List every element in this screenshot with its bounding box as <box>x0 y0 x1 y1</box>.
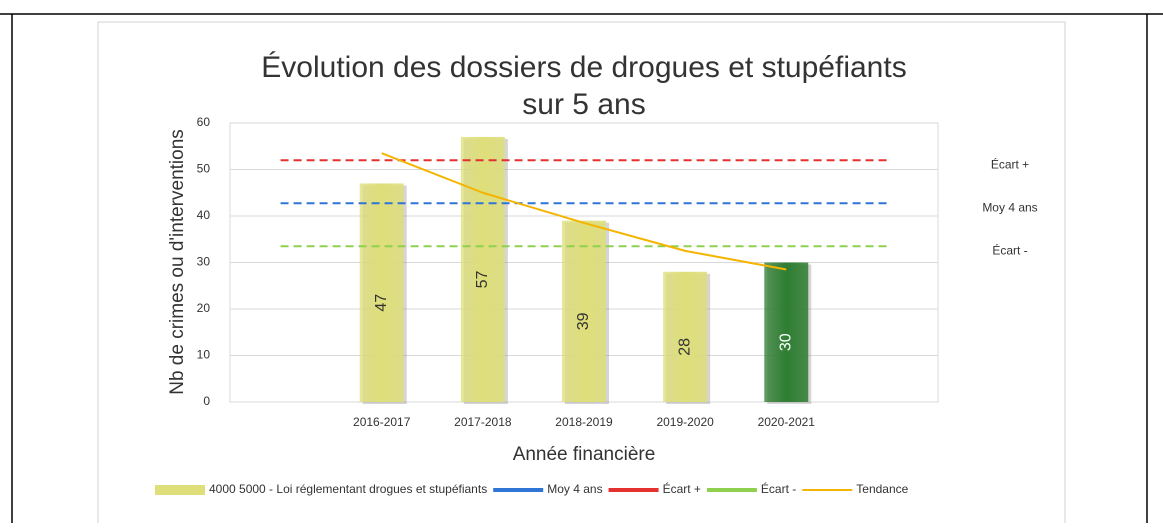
legend-label: Écart + <box>663 481 701 496</box>
x-axis-title: Année financière <box>513 444 656 465</box>
chart-title: Évolution des dossiers de drogues et stu… <box>261 51 906 84</box>
x-tick-label: 2016-2017 <box>353 415 411 429</box>
y-tick-label: 0 <box>203 394 210 408</box>
y-tick-label: 60 <box>197 115 211 129</box>
y-axis-title: Nb de crimes ou d'interventions <box>167 129 188 395</box>
bar <box>562 220 606 402</box>
reference-label: Moy 4 ans <box>982 200 1037 214</box>
chart-frame <box>97 21 1066 528</box>
y-tick-label: 40 <box>197 208 211 222</box>
reference-label: Écart + <box>991 156 1029 171</box>
reference-label: Écart - <box>992 242 1027 257</box>
legend-label: Tendance <box>856 482 908 496</box>
bar <box>460 136 505 402</box>
legend-swatch <box>155 485 205 495</box>
data-label: 28 <box>676 338 693 356</box>
bar <box>764 262 809 402</box>
y-tick-label: 10 <box>197 348 211 362</box>
chart-title: sur 5 ans <box>522 88 645 121</box>
data-label: 30 <box>778 333 795 351</box>
data-label: 39 <box>575 312 592 330</box>
legend-label: 4000 5000 - Loi réglementant drogues et … <box>209 482 487 496</box>
legend-label: Écart - <box>761 481 796 496</box>
y-tick-label: 30 <box>197 255 211 269</box>
y-tick-label: 20 <box>197 301 211 315</box>
data-label: 47 <box>373 294 390 312</box>
x-tick-label: 2020-2021 <box>758 415 816 429</box>
data-label: 57 <box>474 270 491 288</box>
x-tick-label: 2018-2019 <box>555 415 613 429</box>
bar <box>359 183 404 402</box>
x-tick-label: 2019-2020 <box>656 415 714 429</box>
legend-label: Moy 4 ans <box>547 482 602 496</box>
bar <box>663 271 708 402</box>
y-tick-label: 50 <box>197 162 211 176</box>
x-tick-label: 2017-2018 <box>454 415 512 429</box>
trend-line <box>381 152 787 271</box>
